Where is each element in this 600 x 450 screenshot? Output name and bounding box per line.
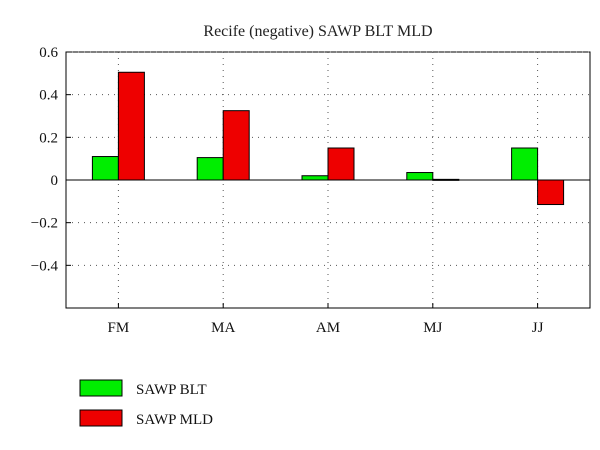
bar xyxy=(196,157,224,181)
bars xyxy=(91,71,565,206)
y-axis-ticks: 0.6 0.4 0.2 0 −0.2 −0.4 xyxy=(31,45,71,274)
legend-label: SAWP BLT xyxy=(136,382,207,398)
x-tick-label: MA xyxy=(211,320,235,336)
legend-label: SAWP MLD xyxy=(136,412,213,428)
x-tick-label: JJ xyxy=(532,320,544,336)
bar xyxy=(327,147,355,181)
y-tick-label: −0.4 xyxy=(31,258,59,274)
x-axis-ticks: FM MA AM MJ JJ xyxy=(108,303,544,336)
y-tick-label: −0.2 xyxy=(31,216,58,232)
bar xyxy=(91,156,119,181)
legend-swatch xyxy=(79,379,123,397)
bar xyxy=(117,71,145,181)
bar xyxy=(301,175,329,181)
y-tick-label: 0.2 xyxy=(39,130,58,146)
chart-title: Recife (negative) SAWP BLT MLD xyxy=(203,23,432,40)
bar xyxy=(511,147,539,181)
legend: SAWP BLT SAWP MLD xyxy=(79,379,213,428)
x-tick-label: FM xyxy=(108,320,130,336)
y-tick-label: 0.6 xyxy=(39,45,58,61)
x-tick-label: AM xyxy=(316,320,340,336)
y-tick-label: 0 xyxy=(51,173,59,189)
bar xyxy=(222,110,250,181)
y-tick-label: 0.4 xyxy=(39,88,58,104)
x-tick-label: MJ xyxy=(423,320,442,336)
legend-swatch xyxy=(79,409,123,427)
bar xyxy=(406,172,434,181)
bar xyxy=(537,179,565,206)
